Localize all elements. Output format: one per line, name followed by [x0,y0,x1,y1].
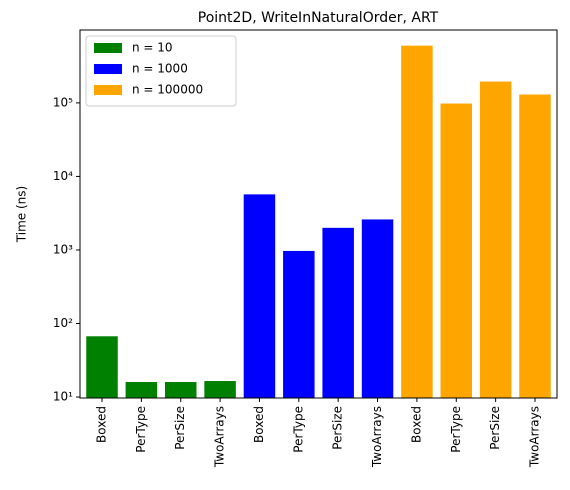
legend-swatch [94,64,122,74]
legend-box [85,35,237,107]
x-tick-label: Boxed [252,406,266,443]
y-tick-label: 10⁴ [53,169,73,183]
legend-label: n = 100000 [132,83,203,97]
bar [401,45,433,399]
bar [519,94,551,399]
bar [125,382,158,398]
bar [479,81,512,398]
x-tick-label: TwoArrays [370,406,384,468]
x-tick-label: TwoArrays [528,406,542,468]
x-tick-label: PerSize [173,406,187,450]
y-tick-label: 10⁵ [53,95,73,109]
x-tick-label: Boxed [95,406,109,443]
legend-label: n = 1000 [132,62,188,76]
y-tick-label: 10¹ [53,390,73,404]
x-tick-label: TwoArrays [213,406,227,468]
x-tick-label: PerType [449,406,463,453]
bar [322,227,354,398]
y-tick-label: 10² [53,316,73,330]
chart-title: Point2D, WriteInNaturalOrder, ART [198,10,439,26]
bar [164,382,197,398]
bar [283,250,315,398]
x-tick-label: PerSize [488,406,502,450]
y-tick-label: 10³ [53,242,73,256]
plot-frame [79,29,558,399]
bar [86,336,118,398]
legend-swatch [94,43,122,53]
x-tick-label: Boxed [409,406,423,443]
bar [204,381,236,398]
bar [243,194,276,398]
bar [361,219,394,398]
x-tick-label: PerSize [331,406,345,450]
x-tick-label: PerType [291,406,305,453]
legend-swatch [94,85,122,95]
x-tick-label: PerType [134,406,148,453]
y-axis-label: Time (ns) [15,186,29,243]
legend-label: n = 10 [132,41,173,55]
bar [440,103,473,399]
